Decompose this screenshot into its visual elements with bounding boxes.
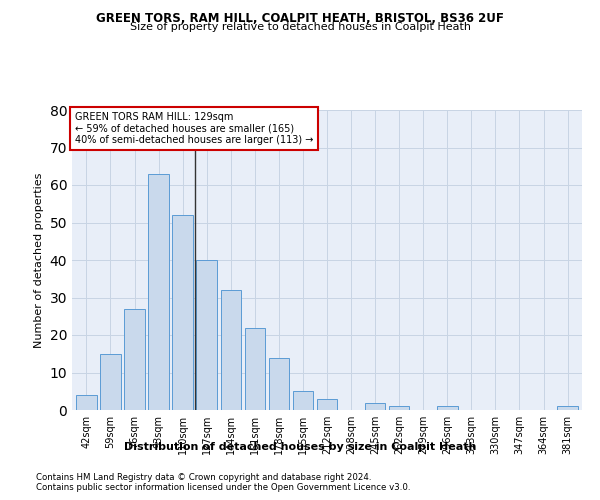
- Bar: [437, 406, 458, 410]
- Bar: [269, 358, 289, 410]
- Bar: [148, 174, 169, 410]
- Bar: [196, 260, 217, 410]
- Bar: [317, 399, 337, 410]
- Text: GREEN TORS RAM HILL: 129sqm
← 59% of detached houses are smaller (165)
40% of se: GREEN TORS RAM HILL: 129sqm ← 59% of det…: [74, 112, 313, 144]
- Text: GREEN TORS, RAM HILL, COALPIT HEATH, BRISTOL, BS36 2UF: GREEN TORS, RAM HILL, COALPIT HEATH, BRI…: [96, 12, 504, 26]
- Text: Contains HM Land Registry data © Crown copyright and database right 2024.: Contains HM Land Registry data © Crown c…: [36, 472, 371, 482]
- Bar: [124, 308, 145, 410]
- Bar: [557, 406, 578, 410]
- Bar: [100, 354, 121, 410]
- Text: Distribution of detached houses by size in Coalpit Heath: Distribution of detached houses by size …: [124, 442, 476, 452]
- Bar: [76, 395, 97, 410]
- Y-axis label: Number of detached properties: Number of detached properties: [34, 172, 44, 348]
- Bar: [389, 406, 409, 410]
- Bar: [221, 290, 241, 410]
- Bar: [172, 215, 193, 410]
- Text: Contains public sector information licensed under the Open Government Licence v3: Contains public sector information licen…: [36, 482, 410, 492]
- Bar: [293, 391, 313, 410]
- Text: Size of property relative to detached houses in Coalpit Heath: Size of property relative to detached ho…: [130, 22, 470, 32]
- Bar: [245, 328, 265, 410]
- Bar: [365, 402, 385, 410]
